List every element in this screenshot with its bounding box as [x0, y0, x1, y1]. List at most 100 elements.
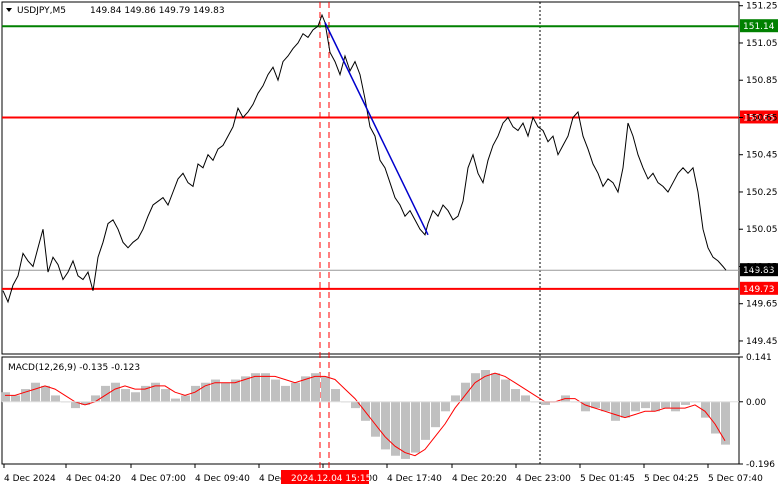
- macd-bar: [281, 385, 290, 402]
- time-tick-label: 4 Dec 17:40: [387, 474, 442, 484]
- macd-bar: [581, 401, 590, 412]
- macd-signal-line: [5, 372, 726, 457]
- time-tick-label: 4 Dec 04:20: [66, 474, 121, 484]
- macd-bar: [181, 395, 190, 402]
- level-tag-bg: [740, 19, 778, 33]
- macd-bar: [521, 395, 530, 402]
- macd-bar: [721, 401, 730, 445]
- price-tick-label: 150.85: [746, 76, 778, 86]
- time-tick-label: 4 Dec 2024: [4, 474, 56, 484]
- macd-bar: [671, 401, 680, 412]
- macd-bar: [151, 382, 160, 402]
- macd-bar: [711, 401, 720, 434]
- macd-bar: [11, 395, 20, 402]
- price-tick-label: 151.25: [746, 2, 778, 12]
- macd-bar: [261, 373, 270, 402]
- macd-histogram: [1, 370, 730, 459]
- macd-signal-polyline: [5, 372, 726, 457]
- level-tag-bg: [740, 281, 778, 295]
- ohlc-label: 149.84 149.86 149.79 149.83: [90, 6, 225, 16]
- macd-bar: [391, 401, 400, 456]
- macd-bar: [441, 401, 450, 412]
- macd-bar: [401, 401, 410, 459]
- macd-bar: [631, 401, 640, 412]
- macd-bar: [511, 389, 520, 402]
- macd-bar: [321, 376, 330, 402]
- macd-bar: [481, 370, 490, 402]
- macd-bar: [421, 401, 430, 440]
- price-series: [2, 13, 727, 304]
- level-tag: 150.65: [743, 113, 775, 123]
- macd-bar: [101, 385, 110, 402]
- macd-bar: [621, 401, 630, 418]
- price-axis: 151.25 151.05 150.85 150.65 150.45 150.25 150.…: [739, 2, 778, 347]
- time-tick-label: 5 Dec 01:45: [580, 474, 635, 484]
- macd-bar: [541, 401, 550, 405]
- current-price-tag-bg: [740, 263, 778, 277]
- macd-bar: [371, 401, 380, 437]
- time-tick-label: 4 Dec 07:00: [131, 474, 186, 484]
- dropdown-triangle-icon[interactable]: [6, 8, 12, 12]
- current-price-tag: 149.83: [743, 266, 775, 276]
- macd-bar: [611, 401, 620, 421]
- macd-bar: [451, 395, 460, 402]
- price-tick-label: 150.65: [746, 113, 778, 123]
- macd-tick-label: 0.141: [746, 353, 772, 363]
- time-tick-label: 5 Dec 07:40: [708, 474, 763, 484]
- price-tick-label: 150.05: [746, 225, 778, 235]
- macd-axis: 0.141 0.00 -0.196: [2, 353, 775, 470]
- macd-bar: [291, 382, 300, 402]
- macd-bar: [241, 376, 250, 402]
- symbol-label: USDJPY,M5: [17, 6, 66, 16]
- macd-bar: [131, 392, 140, 402]
- macd-bar: [81, 401, 90, 405]
- macd-bar: [501, 379, 510, 402]
- macd-bar: [71, 401, 80, 409]
- macd-bar: [111, 382, 120, 402]
- macd-bar: [381, 401, 390, 450]
- macd-bar: [351, 401, 360, 409]
- macd-tick-label: -0.196: [746, 460, 775, 470]
- level-tag: 151.14: [743, 22, 775, 32]
- macd-bar: [201, 382, 210, 402]
- price-tick-label: 150.25: [746, 188, 778, 198]
- level-tag-bg: [740, 110, 778, 124]
- price-line: [2, 13, 727, 304]
- macd-bar: [301, 376, 310, 402]
- levels-group: 151.14 150.65 149.73 149.83: [2, 19, 778, 295]
- time-axis: 4 Dec 2024 4 Dec 04:20 4 Dec 07:00 4 Dec 09…: [3, 464, 763, 484]
- trend-line: [324, 22, 429, 236]
- macd-bar: [271, 379, 280, 402]
- price-tick-label: 151.05: [746, 39, 778, 49]
- macd-bar: [461, 382, 470, 402]
- macd-bar: [601, 401, 610, 412]
- macd-bar: [161, 389, 170, 402]
- price-tick-label: 149.85: [746, 262, 778, 272]
- macd-bar: [681, 401, 690, 405]
- macd-bar: [211, 379, 220, 402]
- macd-pane-frame: [1, 356, 740, 465]
- macd-bar: [431, 401, 440, 428]
- macd-bar: [41, 385, 50, 402]
- trend-line-group[interactable]: [324, 22, 429, 236]
- macd-bar: [651, 401, 660, 412]
- time-marker-tag: 2024.12.04 15:15: [291, 474, 371, 484]
- macd-bar: [51, 395, 60, 402]
- macd-bar: [31, 382, 40, 402]
- macd-label: MACD(12,26,9) -0.135 -0.123: [8, 363, 140, 373]
- time-tick-label: 4 Dec 09:40: [195, 474, 250, 484]
- macd-bar: [21, 389, 30, 402]
- price-pane-frame: [1, 1, 740, 355]
- macd-bar: [91, 395, 100, 402]
- macd-bar: [231, 379, 240, 402]
- macd-bar: [221, 382, 230, 402]
- price-tick-label: 149.65: [746, 300, 778, 310]
- macd-bar: [251, 373, 260, 402]
- macd-bar: [121, 389, 130, 402]
- macd-bar: [171, 398, 180, 402]
- macd-bar: [471, 373, 480, 402]
- level-tag: 149.73: [743, 285, 775, 295]
- macd-bar: [661, 401, 670, 409]
